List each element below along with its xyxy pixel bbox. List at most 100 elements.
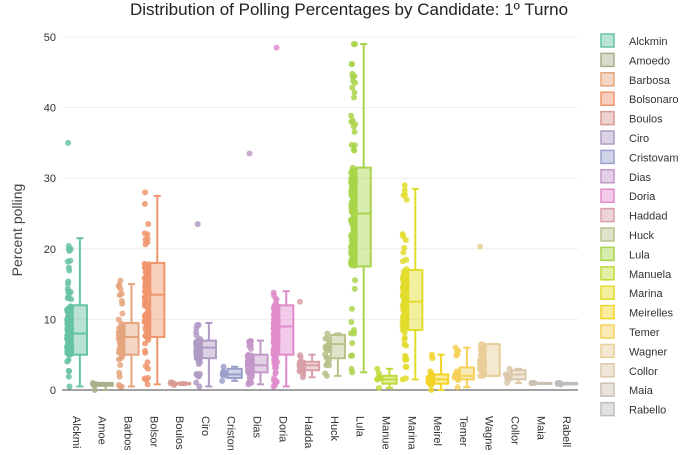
legend-item-lula[interactable]: Lula: [600, 246, 651, 261]
y-axis-ticks: 0 10 20 30 40 50: [44, 32, 56, 397]
legend-item-dias[interactable]: Dias: [600, 169, 652, 184]
data-point: [401, 277, 408, 284]
x-tick-label: Hadda: [302, 416, 314, 449]
data-point: [477, 367, 484, 374]
data-point: [352, 121, 359, 128]
data-point: [401, 244, 408, 251]
legend-item-manuela[interactable]: Manuela: [600, 266, 672, 281]
legend-label: Meirelles: [629, 308, 674, 320]
legend-swatch: [600, 52, 615, 68]
legend-label: Boulos: [629, 114, 663, 126]
data-point: [119, 310, 126, 317]
data-point: [349, 339, 356, 346]
data-point: [116, 369, 123, 376]
legend-swatch: [600, 72, 615, 87]
data-point: [197, 359, 204, 366]
data-point: [65, 321, 72, 328]
data-point: [144, 381, 151, 388]
chart-title: Distribution of Polling Percentages by C…: [130, 0, 568, 19]
data-point: [142, 284, 149, 291]
x-tick-label: Barbos: [122, 416, 134, 450]
data-point: [429, 355, 436, 362]
data-point: [167, 380, 174, 387]
x-tick-label: Maia: [534, 416, 546, 441]
data-point: [504, 375, 511, 382]
data-point: [400, 249, 407, 256]
legend-item-boulos[interactable]: Boulos: [600, 110, 663, 126]
legend-item-collor[interactable]: Collor: [600, 363, 658, 378]
x-tick-label: Doria: [276, 416, 288, 443]
box-series-cristovam: [219, 363, 243, 384]
data-point: [349, 61, 356, 68]
data-point: [530, 379, 537, 386]
data-point: [352, 277, 359, 284]
legend-item-wagner[interactable]: Wagner: [600, 343, 667, 358]
data-point: [141, 375, 148, 382]
legend-item-marina[interactable]: Marina: [600, 285, 664, 300]
data-point: [400, 192, 407, 199]
box-series-layer: [64, 41, 579, 393]
data-point: [193, 332, 200, 339]
data-point: [401, 341, 408, 348]
data-point: [454, 384, 461, 391]
legend-label: Ciro: [629, 133, 649, 145]
x-tick-label: Wagne: [483, 416, 495, 450]
legend-item-maia[interactable]: Maia: [600, 382, 654, 397]
x-tick-label: Alckmi: [70, 416, 82, 448]
legend-item-ciro[interactable]: Ciro: [600, 130, 649, 145]
data-point: [193, 379, 200, 386]
data-point: [65, 264, 72, 271]
data-point: [142, 264, 149, 271]
legend-label: Haddad: [629, 211, 668, 223]
box-series-lula: [347, 41, 372, 376]
data-point: [64, 316, 71, 323]
data-point: [65, 330, 72, 337]
legend[interactable]: Alckmin Amoedo Barbosa Bolsonaro Boulos Ciro C…: [600, 33, 679, 417]
legend-label: Amoedo: [629, 55, 670, 67]
box-iqr: [123, 321, 140, 356]
data-point: [142, 347, 149, 354]
x-tick-label: Criston: [225, 416, 237, 450]
legend-item-temer[interactable]: Temer: [600, 324, 660, 339]
data-point: [117, 362, 124, 369]
legend-swatch: [600, 285, 615, 300]
legend-swatch: [600, 169, 615, 184]
legend-item-alckmin[interactable]: Alckmin: [600, 33, 668, 48]
data-point: [350, 94, 357, 101]
x-tick-label: Meirel: [431, 416, 443, 446]
data-point: [91, 387, 98, 393]
legend-item-meirelles[interactable]: Meirelles: [600, 304, 674, 320]
legend-item-huck[interactable]: Huck: [600, 227, 655, 242]
x-tick-label: Dias: [251, 416, 263, 439]
x-tick-label: Amoe: [96, 416, 108, 445]
legend-item-rabello[interactable]: Rabello: [600, 401, 666, 417]
box-series-meirelles: [425, 351, 450, 393]
legend-item-barbosa[interactable]: Barbosa: [600, 72, 671, 87]
data-point: [142, 189, 149, 196]
legend-label: Dias: [629, 172, 652, 184]
box-series-rabello: [554, 379, 579, 388]
data-point: [428, 377, 435, 384]
legend-item-amoedo[interactable]: Amoedo: [600, 52, 670, 68]
data-point: [477, 243, 484, 250]
legend-label: Alckmin: [629, 36, 668, 48]
data-point: [117, 342, 124, 349]
data-point: [324, 342, 331, 349]
legend-item-haddad[interactable]: Haddad: [600, 207, 668, 223]
data-point: [401, 186, 408, 193]
legend-item-bolsonaro[interactable]: Bolsonaro: [600, 91, 679, 106]
legend-label: Rabello: [629, 405, 666, 417]
legend-item-cristovam[interactable]: Cristovam: [600, 149, 679, 164]
box-series-doria: [270, 44, 295, 390]
box-iqr: [355, 166, 372, 268]
data-point: [348, 319, 355, 326]
legend-swatch: [600, 33, 615, 48]
legend-item-doria[interactable]: Doria: [600, 188, 656, 203]
data-point: [400, 272, 407, 279]
data-point: [67, 257, 74, 264]
data-point: [351, 285, 358, 292]
data-point: [375, 384, 382, 391]
box-iqr: [407, 268, 424, 331]
data-point: [350, 41, 357, 48]
box-iqr: [226, 367, 243, 379]
